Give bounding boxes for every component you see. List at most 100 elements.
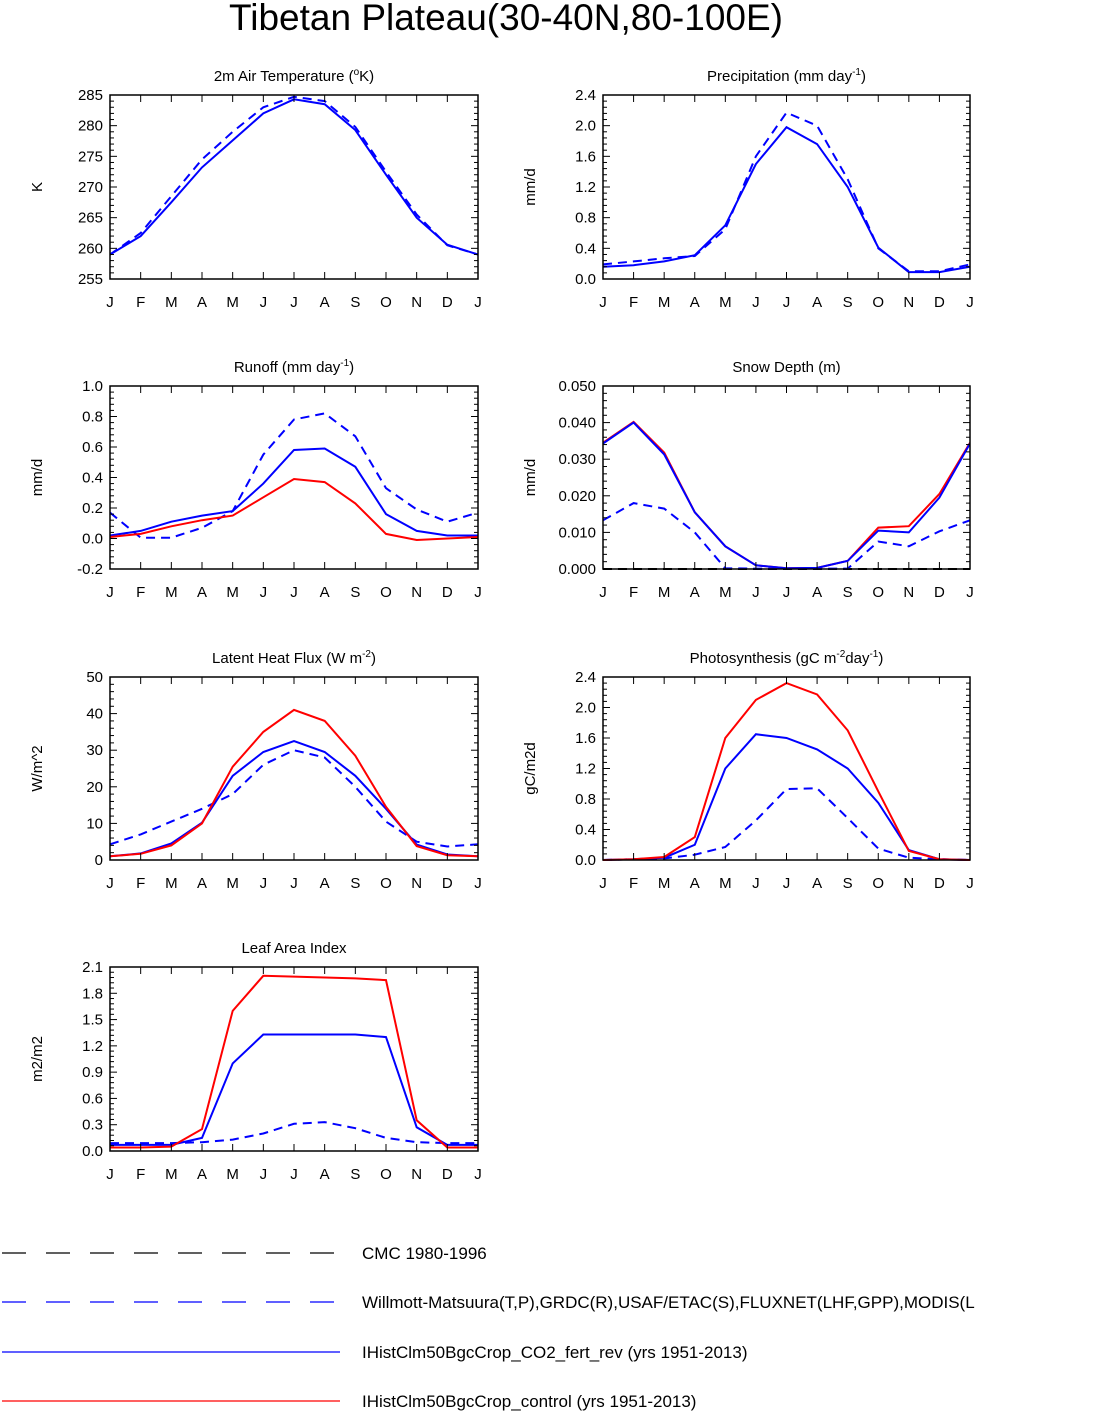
x-tick-label: S [350,294,360,311]
x-tick-label: D [442,875,453,892]
x-tick-label: F [136,584,145,601]
plot-frame [602,676,971,861]
x-tick-label: J [106,875,114,892]
x-tick-label: J [474,584,482,601]
x-tick-label: F [136,875,145,892]
y-tick-label: -0.2 [77,561,103,578]
chart-title-text: Runoff (mm day [234,359,341,376]
y-tick-label: 20 [86,779,103,796]
y-axis-label: W/m^2 [29,745,46,791]
series-line-1 [603,111,970,273]
x-tick-label: F [136,1166,145,1183]
y-tick-label: 265 [78,210,103,227]
x-tick-label: N [411,584,422,601]
x-tick-label: J [966,584,974,601]
x-tick-label: A [812,875,822,892]
chart-panel-3: Runoff (mm day-1)mm/dJ F M A M J J A S O N D J-0.20.… [29,358,482,601]
x-tick-label: A [197,875,207,892]
y-tick-label: 2.4 [575,87,596,104]
plot-frame [602,94,971,280]
x-tick-label: J [474,875,482,892]
legend-label-1: CMC 1980-1996 [362,1244,487,1263]
y-axis-label: K [29,182,46,192]
x-tick-label: J [474,1166,482,1183]
x-tick-label: N [411,875,422,892]
x-tick-label: N [903,294,914,311]
x-tick-label: M [165,584,178,601]
y-axis-label: mm/d [29,459,46,497]
x-tick-label: M [719,294,732,311]
series-line-1 [110,95,478,256]
plot-frame [109,385,479,570]
y-axis-label: mm/d [522,459,539,497]
x-tick-label: N [903,584,914,601]
y-tick-label: 1.6 [575,148,596,165]
x-tick-label: J [752,294,760,311]
chart-title-text: Snow Depth (m) [732,359,840,376]
x-tick-label: D [442,1166,453,1183]
x-tick-label: J [290,1166,298,1183]
x-tick-label: J [106,294,114,311]
chart-title-text: ) [349,359,354,376]
x-tick-label: O [380,584,392,601]
x-tick-label: M [658,584,671,601]
y-tick-label: 2.4 [575,669,596,686]
series-line-4 [603,421,970,570]
x-tick-label: A [812,294,822,311]
x-tick-label: S [843,875,853,892]
chart-title: 2m Air Temperature (oK) [214,67,374,85]
y-axis-label: gC/m2d [522,742,539,795]
x-tick-label: M [226,875,239,892]
y-tick-label: 0.8 [82,409,103,426]
chart-title-text: Leaf Area Index [241,940,347,957]
chart-title: Snow Depth (m) [732,359,840,376]
y-tick-label: 0.0 [575,852,596,869]
x-tick-label: D [442,584,453,601]
x-tick-label: J [290,294,298,311]
x-tick-label: S [350,875,360,892]
chart-title-superscript: -1 [340,358,349,369]
series-line-3 [603,420,970,570]
chart-title-superscript: -1 [852,67,861,78]
chart-title-superscript: -1 [869,649,878,660]
y-tick-label: 0 [95,852,103,869]
x-tick-label: J [599,584,607,601]
x-tick-label: D [934,875,945,892]
x-tick-label: J [599,875,607,892]
chart-title-text: Photosynthesis (gC m [690,650,837,667]
x-tick-label: S [843,584,853,601]
y-tick-label: 285 [78,87,103,104]
chart-title-superscript: o [354,67,360,78]
y-tick-label: 1.6 [575,730,596,747]
series-line-1 [110,749,478,848]
x-tick-label: J [752,584,760,601]
x-tick-label: O [872,875,884,892]
x-tick-label: A [690,584,700,601]
y-tick-label: 0.020 [558,488,596,505]
y-tick-label: 40 [86,706,103,723]
x-tick-label: J [783,584,791,601]
x-tick-label: M [719,875,732,892]
x-tick-label: A [812,584,822,601]
series-line-1 [110,1121,478,1145]
y-tick-label: 2.1 [82,959,103,976]
series-line-2 [110,1033,478,1146]
chart-panel-2: Precipitation (mm day-1) mm/d J F M A M J J A S O N D… [522,67,974,311]
chart-title-text: Precipitation (mm day [707,68,853,85]
y-tick-label: 0.3 [82,1117,103,1134]
y-tick-label: 0.8 [575,791,596,808]
chart-title-text: 2m Air Temperature ( [214,68,354,85]
x-tick-label: J [474,294,482,311]
x-tick-label: J [260,584,268,601]
legend-label-3: IHistClm50BgcCrop_CO2_fert_rev (yrs 1951… [362,1343,748,1362]
y-tick-label: 0.4 [575,822,596,839]
x-tick-label: M [658,875,671,892]
chart-title-text: Latent Heat Flux (W m [212,650,362,667]
series-line-3 [110,708,478,858]
x-tick-label: S [350,584,360,601]
x-tick-label: N [411,1166,422,1183]
chart-title-text: ) [861,68,866,85]
chart-panel-1: 2m Air Temperature (oK)KJ F M A M J J A S O N D J255… [29,67,482,311]
x-tick-label: A [320,1166,330,1183]
series-line-3 [110,477,478,542]
